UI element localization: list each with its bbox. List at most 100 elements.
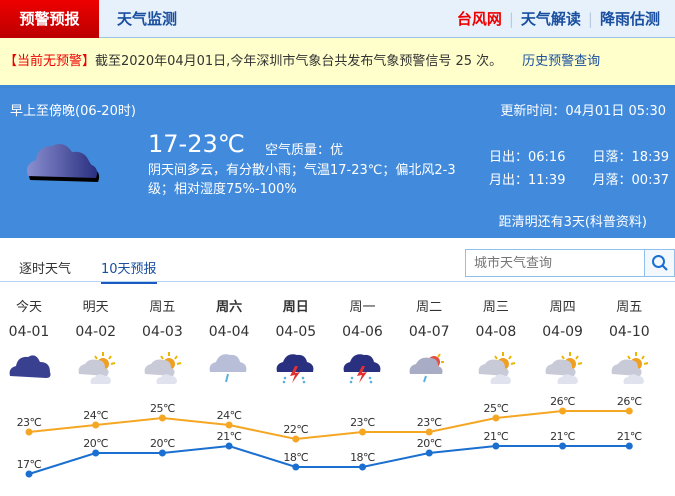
city-search-input[interactable] — [466, 250, 644, 276]
sunset: 日落：18:39 — [592, 150, 669, 165]
date: 04-03 — [142, 324, 183, 340]
high-temp-point — [225, 421, 233, 429]
low-temp-label: 18℃ — [283, 451, 308, 464]
high-temp-label: 24℃ — [83, 409, 108, 422]
warning-bar: 【当前无预警】截至2020年04月01日,今年深圳市气象台共发布气象预警信号 2… — [0, 38, 675, 88]
low-temp-label: 21℃ — [217, 430, 242, 443]
low-temp-point — [92, 449, 100, 457]
city-search — [465, 249, 675, 277]
nav-weather-monitor[interactable]: 天气监测 — [117, 10, 178, 28]
divider: | — [587, 10, 593, 28]
tab-10-day[interactable]: 10天预报 — [101, 258, 157, 284]
high-temp-point — [625, 407, 633, 415]
low-temp-point — [425, 449, 433, 457]
nav-warning-forecast[interactable]: 预警预报 — [0, 0, 99, 38]
high-temp-line — [28, 410, 630, 441]
high-temp-point — [158, 414, 166, 422]
date: 04-02 — [75, 324, 117, 340]
low-temp-point — [625, 442, 633, 450]
nav-weather-interpretation[interactable]: 天气解读 — [520, 10, 581, 28]
high-temp-point — [92, 421, 100, 429]
today-panel: 早上至傍晚(06-20时) 更新时间：04月01日 05:30 17-23℃ 空… — [0, 88, 675, 238]
weekday: 周三 — [482, 300, 509, 315]
warning-summary: 截至2020年04月01日,今年深圳市气象台共发布气象预警信号 25 次。 — [95, 54, 503, 69]
forecast-day: 周六 04-04 — [196, 296, 262, 384]
low-temp-label: 20℃ — [83, 437, 108, 450]
partly-cloudy-icon — [545, 352, 582, 384]
weather-description: 阴天间多云，有分散小雨；气温17-23℃；偏北风2-3级；相对湿度75%-100… — [148, 163, 456, 197]
partly-cloudy-icon — [144, 352, 182, 384]
low-temp-label: 21℃ — [550, 430, 575, 443]
low-temp-label: 18℃ — [350, 451, 375, 464]
forecast-day: 周二 04-07 — [396, 296, 462, 384]
date: 04-05 — [275, 324, 317, 340]
date: 04-09 — [542, 324, 583, 340]
high-temp-label: 23℃ — [350, 416, 375, 429]
date: 04-01 — [8, 324, 50, 340]
low-temp-point — [225, 442, 233, 450]
high-temp-label: 24℃ — [217, 409, 242, 422]
low-temp-label: 21℃ — [483, 430, 508, 443]
date: 04-06 — [342, 324, 383, 340]
sun-moon-times: 日出：06:16 日落：18:39 月出：11:39 月落：00:37 — [489, 146, 669, 192]
date: 04-04 — [208, 324, 250, 340]
thunderstorm-icon — [276, 354, 314, 384]
nav-rainfall-estimate[interactable]: 降雨估测 — [599, 10, 660, 28]
high-temp-label: 23℃ — [17, 416, 42, 429]
partly-cloudy-icon — [478, 352, 516, 384]
sunrise: 日出：06:16 — [489, 150, 566, 165]
partly-cloudy-icon — [611, 352, 649, 384]
weekday: 周五 — [149, 300, 176, 315]
high-temp-label: 26℃ — [550, 395, 575, 408]
high-temp-label: 25℃ — [150, 402, 175, 415]
date: 04-08 — [475, 324, 517, 340]
forecast-day: 周一 04-06 — [330, 296, 396, 384]
low-temp-line — [28, 444, 630, 475]
overcast-icon — [9, 355, 51, 378]
date: 04-10 — [608, 324, 650, 340]
tab-hourly[interactable]: 逐时天气 — [19, 262, 72, 277]
high-temp-point — [492, 414, 500, 422]
forecast-day: 周五 04-03 — [129, 296, 195, 384]
high-temp-point — [425, 428, 433, 436]
forecast-day: 周三 04-08 — [463, 296, 529, 384]
date: 04-07 — [408, 324, 450, 340]
low-temp-point — [292, 463, 300, 471]
low-temp-point — [359, 463, 366, 471]
warning-status: 【当前无预警】 — [4, 54, 96, 69]
search-icon — [651, 255, 668, 271]
overcast-cloud-icon — [27, 144, 100, 182]
low-temp-label: 20℃ — [417, 437, 442, 450]
weekday: 明天 — [82, 300, 109, 315]
weekday: 今天 — [15, 300, 42, 315]
low-temp-label: 17℃ — [17, 458, 42, 471]
top-nav: 预警预报 天气监测 台风网 | 天气解读 | 降雨估测 — [0, 0, 675, 38]
weekday: 周五 — [616, 300, 643, 315]
moonset: 月落：00:37 — [592, 173, 669, 188]
weekday: 周日 — [282, 300, 309, 315]
divider: | — [508, 10, 514, 28]
search-button[interactable] — [644, 250, 674, 276]
solar-term-link[interactable]: 距清明还有3天(科普资料) — [498, 215, 647, 230]
weekday: 周一 — [349, 300, 376, 315]
high-temp-label: 25℃ — [483, 402, 508, 415]
temperature-chart: 23℃ 24℃ 25℃ 24℃ 22℃ 23℃ 23℃ 25℃ 26℃ 26℃ 17℃ 20℃ 20℃ 2… — [17, 395, 642, 478]
forecast-day: 周五 04-10 — [596, 296, 662, 384]
forecast-day: 周日 04-05 — [263, 296, 329, 384]
forecast-day: 明天 04-02 — [63, 296, 129, 384]
high-temp-point — [25, 428, 33, 436]
weekday: 周四 — [549, 300, 576, 315]
nav-typhoon[interactable]: 台风网 — [456, 10, 502, 28]
forecast-day: 今天 04-01 — [0, 296, 62, 384]
history-warning-link[interactable]: 历史预警查询 — [522, 54, 601, 69]
moonrise: 月出：11:39 — [489, 173, 566, 188]
low-temp-label: 21℃ — [617, 430, 642, 443]
high-temp-point — [559, 407, 567, 415]
high-temp-point — [292, 435, 300, 443]
weekday: 周六 — [216, 300, 243, 315]
high-temp-label: 23℃ — [417, 416, 442, 429]
forecast-tabs: 逐时天气 10天预报 — [0, 248, 675, 284]
high-temp-point — [359, 428, 366, 436]
high-temp-label: 26℃ — [617, 395, 642, 408]
low-temp-point — [158, 449, 166, 457]
